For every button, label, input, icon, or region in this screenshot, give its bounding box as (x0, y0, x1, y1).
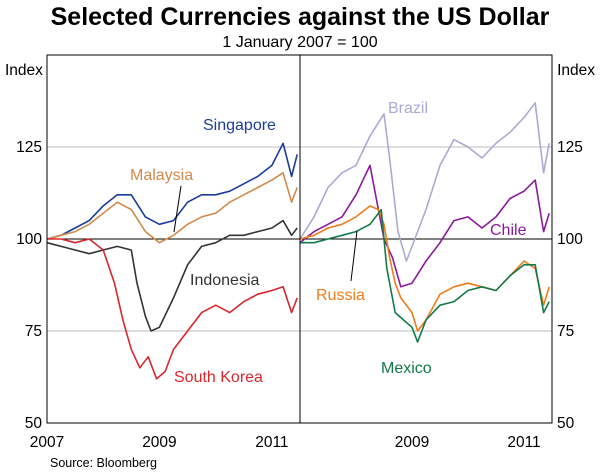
label-chile: Chile (490, 222, 527, 239)
leader-russia (350, 230, 358, 282)
x-tick-labels: 2007 2009 2011 2009 2011 (30, 434, 541, 451)
series-malaysia (46, 172, 298, 244)
y-tick-label-left: 125 (16, 139, 42, 156)
series-singapore (46, 142, 298, 240)
y-tick-label-right: 100 (557, 231, 583, 248)
label-south-korea: South Korea (174, 369, 263, 386)
y-tick-label-left: 75 (25, 323, 42, 340)
series-indonesia (46, 219, 298, 332)
x-tick-label: 2011 (507, 434, 540, 451)
source-note: Source: Bloomberg (50, 456, 157, 470)
series-brazil (299, 102, 550, 262)
y-tick-labels: 50 50 75 75 100 100 125 125 (16, 139, 583, 432)
y-tick-label-right: 75 (557, 323, 574, 340)
label-indonesia: Indonesia (190, 272, 259, 289)
y-tick-label-right: 125 (557, 139, 583, 156)
label-russia: Russia (316, 287, 365, 304)
series-south-korea (47, 238, 298, 380)
label-brazil: Brazil (388, 100, 428, 117)
y-tick-label-right: 50 (557, 415, 575, 432)
chart-subtitle: 1 January 2007 = 100 (222, 34, 377, 51)
series-chile (299, 164, 550, 288)
series-lines (46, 102, 550, 380)
plot-frame-right (299, 54, 553, 424)
y-tick-label-left: 50 (25, 415, 43, 432)
x-tick-label: 2009 (142, 434, 176, 451)
series-mexico (300, 208, 550, 343)
chart-title: Selected Currencies against the US Dolla… (51, 3, 550, 31)
label-mexico: Mexico (381, 360, 432, 377)
x-tick-label: 2007 (30, 434, 64, 451)
label-singapore: Singapore (203, 117, 276, 134)
y-axis-label-left: Index (5, 62, 43, 79)
label-malaysia: Malaysia (130, 167, 193, 184)
x-tick-label: 2011 (255, 434, 288, 451)
leader-malaysia (173, 185, 182, 233)
y-tick-label-left: 100 (16, 231, 42, 248)
y-axis-label-right: Index (557, 62, 595, 79)
x-tick-label: 2009 (395, 434, 429, 451)
